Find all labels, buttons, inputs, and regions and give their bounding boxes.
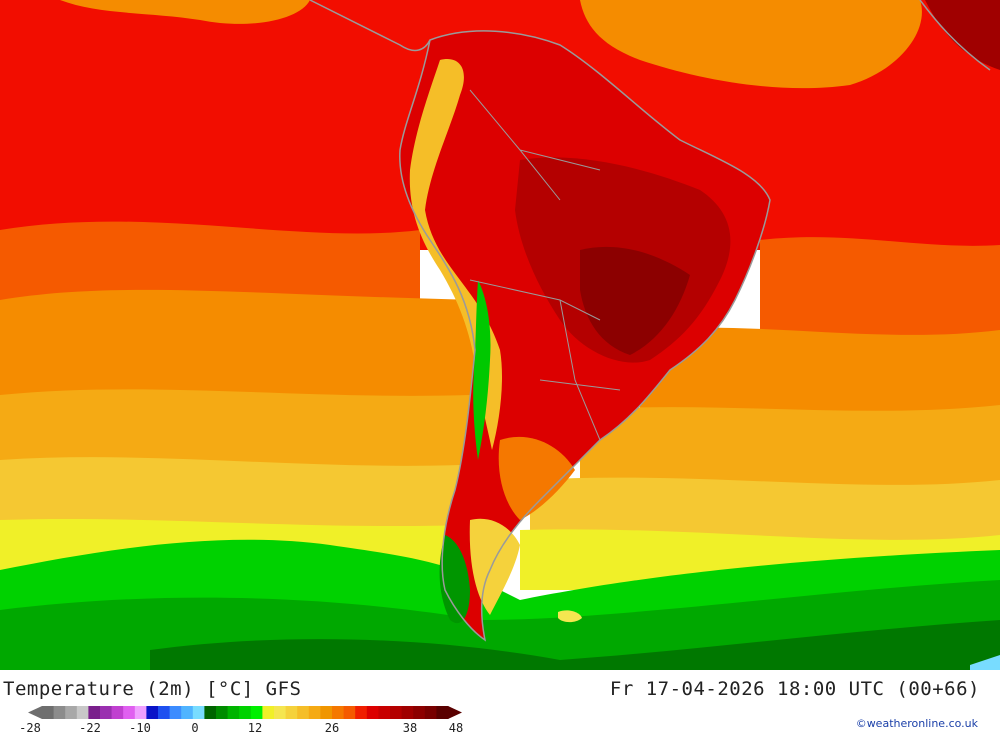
legend-arrow-left [28, 706, 42, 719]
legend-arrow-right [448, 706, 462, 719]
legend-swatch [413, 706, 426, 719]
caribbean-coast [919, 0, 991, 71]
legend-swatch [42, 706, 55, 719]
legend-swatch [297, 706, 310, 719]
legend-swatch [285, 706, 298, 719]
legend-swatch [111, 706, 124, 719]
map-canvas [0, 0, 1000, 670]
legend-swatch [436, 706, 449, 719]
legend-swatch [216, 706, 229, 719]
legend-tick-label: 26 [325, 721, 339, 733]
legend-tick-label: -10 [129, 721, 151, 733]
map-footer: Temperature (2m) [°C] GFS Fr 17-04-2026 … [0, 670, 1000, 733]
legend-swatch [53, 706, 66, 719]
legend-swatch [169, 706, 182, 719]
legend-swatch [332, 706, 345, 719]
legend-swatch [100, 706, 113, 719]
legend-swatch [239, 706, 252, 719]
legend-tick-label: -22 [79, 721, 101, 733]
legend-swatch [146, 706, 159, 719]
legend-swatch [65, 706, 78, 719]
coastline [399, 30, 771, 642]
legend-swatch [274, 706, 287, 719]
central-america-coast [309, 0, 431, 52]
legend-swatch [424, 706, 437, 719]
band-east-orange-red [760, 237, 1000, 340]
ne-dark-red-pool [925, 0, 1000, 70]
color-legend: -28 -22 -10 0 12 26 38 48 [19, 706, 463, 733]
legend-tick-label: 0 [191, 721, 198, 733]
credit-link[interactable]: ©weatheronline.co.uk [855, 717, 978, 730]
legend-swatch [378, 706, 391, 719]
temperature-map [0, 0, 1000, 670]
legend-swatch [76, 706, 89, 719]
map-title: Temperature (2m) [°C] GFS [3, 678, 302, 700]
legend-swatch [250, 706, 263, 719]
legend-swatch [88, 706, 101, 719]
legend-swatch [181, 706, 194, 719]
argentina-orange [498, 436, 575, 520]
legend-swatch [262, 706, 275, 719]
legend-tick-label: 12 [248, 721, 262, 733]
band-east-light-orange [580, 405, 1000, 500]
legend-swatch [192, 706, 205, 719]
legend-swatch [401, 706, 414, 719]
legend-swatch [308, 706, 321, 719]
falklands [558, 610, 582, 623]
patagonia-yellow [469, 518, 520, 615]
ne-orange-pool [580, 0, 922, 89]
legend-tick-label: -28 [19, 721, 41, 733]
brazil-hottest-core [580, 246, 690, 355]
legend-swatch [204, 706, 217, 719]
legend-swatch [343, 706, 356, 719]
legend-swatch [227, 706, 240, 719]
legend-swatch [134, 706, 147, 719]
south-georgia-strip [970, 655, 1000, 670]
band-east-orange [640, 327, 1000, 430]
patagonia-green [439, 535, 470, 624]
legend-tick-label: 48 [449, 721, 463, 733]
legend-swatch [390, 706, 403, 719]
andes-green-strip [473, 280, 491, 460]
band-orange [0, 289, 480, 420]
valid-time: Fr 17-04-2026 18:00 UTC (00+66) [609, 678, 980, 700]
legend-swatch [355, 706, 368, 719]
legend-swatch [320, 706, 333, 719]
nw-orange-pool [60, 0, 310, 24]
legend-swatch [123, 706, 136, 719]
legend-swatch [158, 706, 171, 719]
legend-swatch [366, 706, 379, 719]
legend-tick-label: 38 [403, 721, 417, 733]
borders [469, 89, 621, 441]
band-dark-green [150, 620, 1000, 670]
